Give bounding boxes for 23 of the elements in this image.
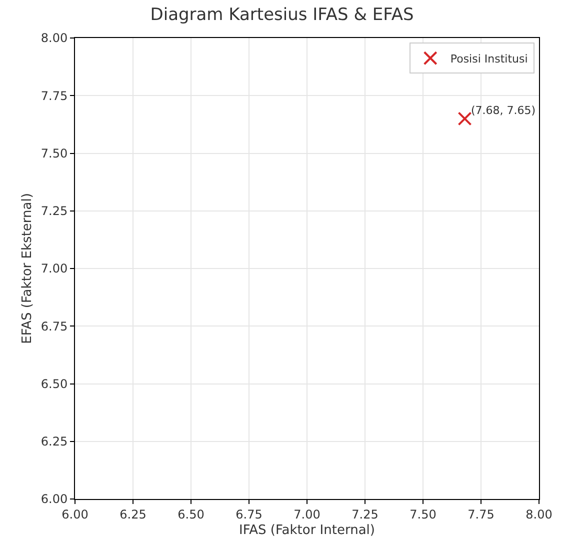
x-tick-label: 6.50 — [178, 507, 204, 522]
x-tick-label: 6.25 — [120, 507, 146, 522]
x-tick-label: 7.25 — [352, 507, 378, 522]
x-tick-label: 7.50 — [410, 507, 436, 522]
y-tick-label: 6.25 — [40, 434, 68, 449]
y-tick-label: 7.50 — [40, 146, 68, 160]
y-tick-label: 7.25 — [40, 204, 68, 218]
y-tick-label: 6.75 — [40, 319, 68, 334]
x-tick-label: 6.00 — [62, 507, 88, 522]
x-tick-label: 6.75 — [236, 507, 262, 522]
chart-title: Diagram Kartesius IFAS & EFAS — [150, 5, 414, 26]
x-tick-label: 7.75 — [468, 507, 494, 522]
y-tick-label: 7.75 — [40, 88, 68, 103]
x-tick-label: 7.00 — [294, 507, 320, 522]
y-axis-title: EFAS (Faktor Eksternal) — [20, 193, 35, 344]
y-tick-label: 6.50 — [40, 376, 68, 391]
y-tick-label: 6.00 — [40, 492, 68, 506]
annotation: (7.68, 7.65) — [471, 104, 536, 117]
x-tick-label: 8.00 — [526, 507, 552, 522]
x-axis-title: IFAS (Faktor Internal) — [239, 523, 375, 538]
legend-label: Posisi Institusi — [450, 52, 528, 66]
y-tick-label: 7.00 — [40, 262, 68, 276]
y-tick-label: 8.00 — [40, 31, 68, 46]
